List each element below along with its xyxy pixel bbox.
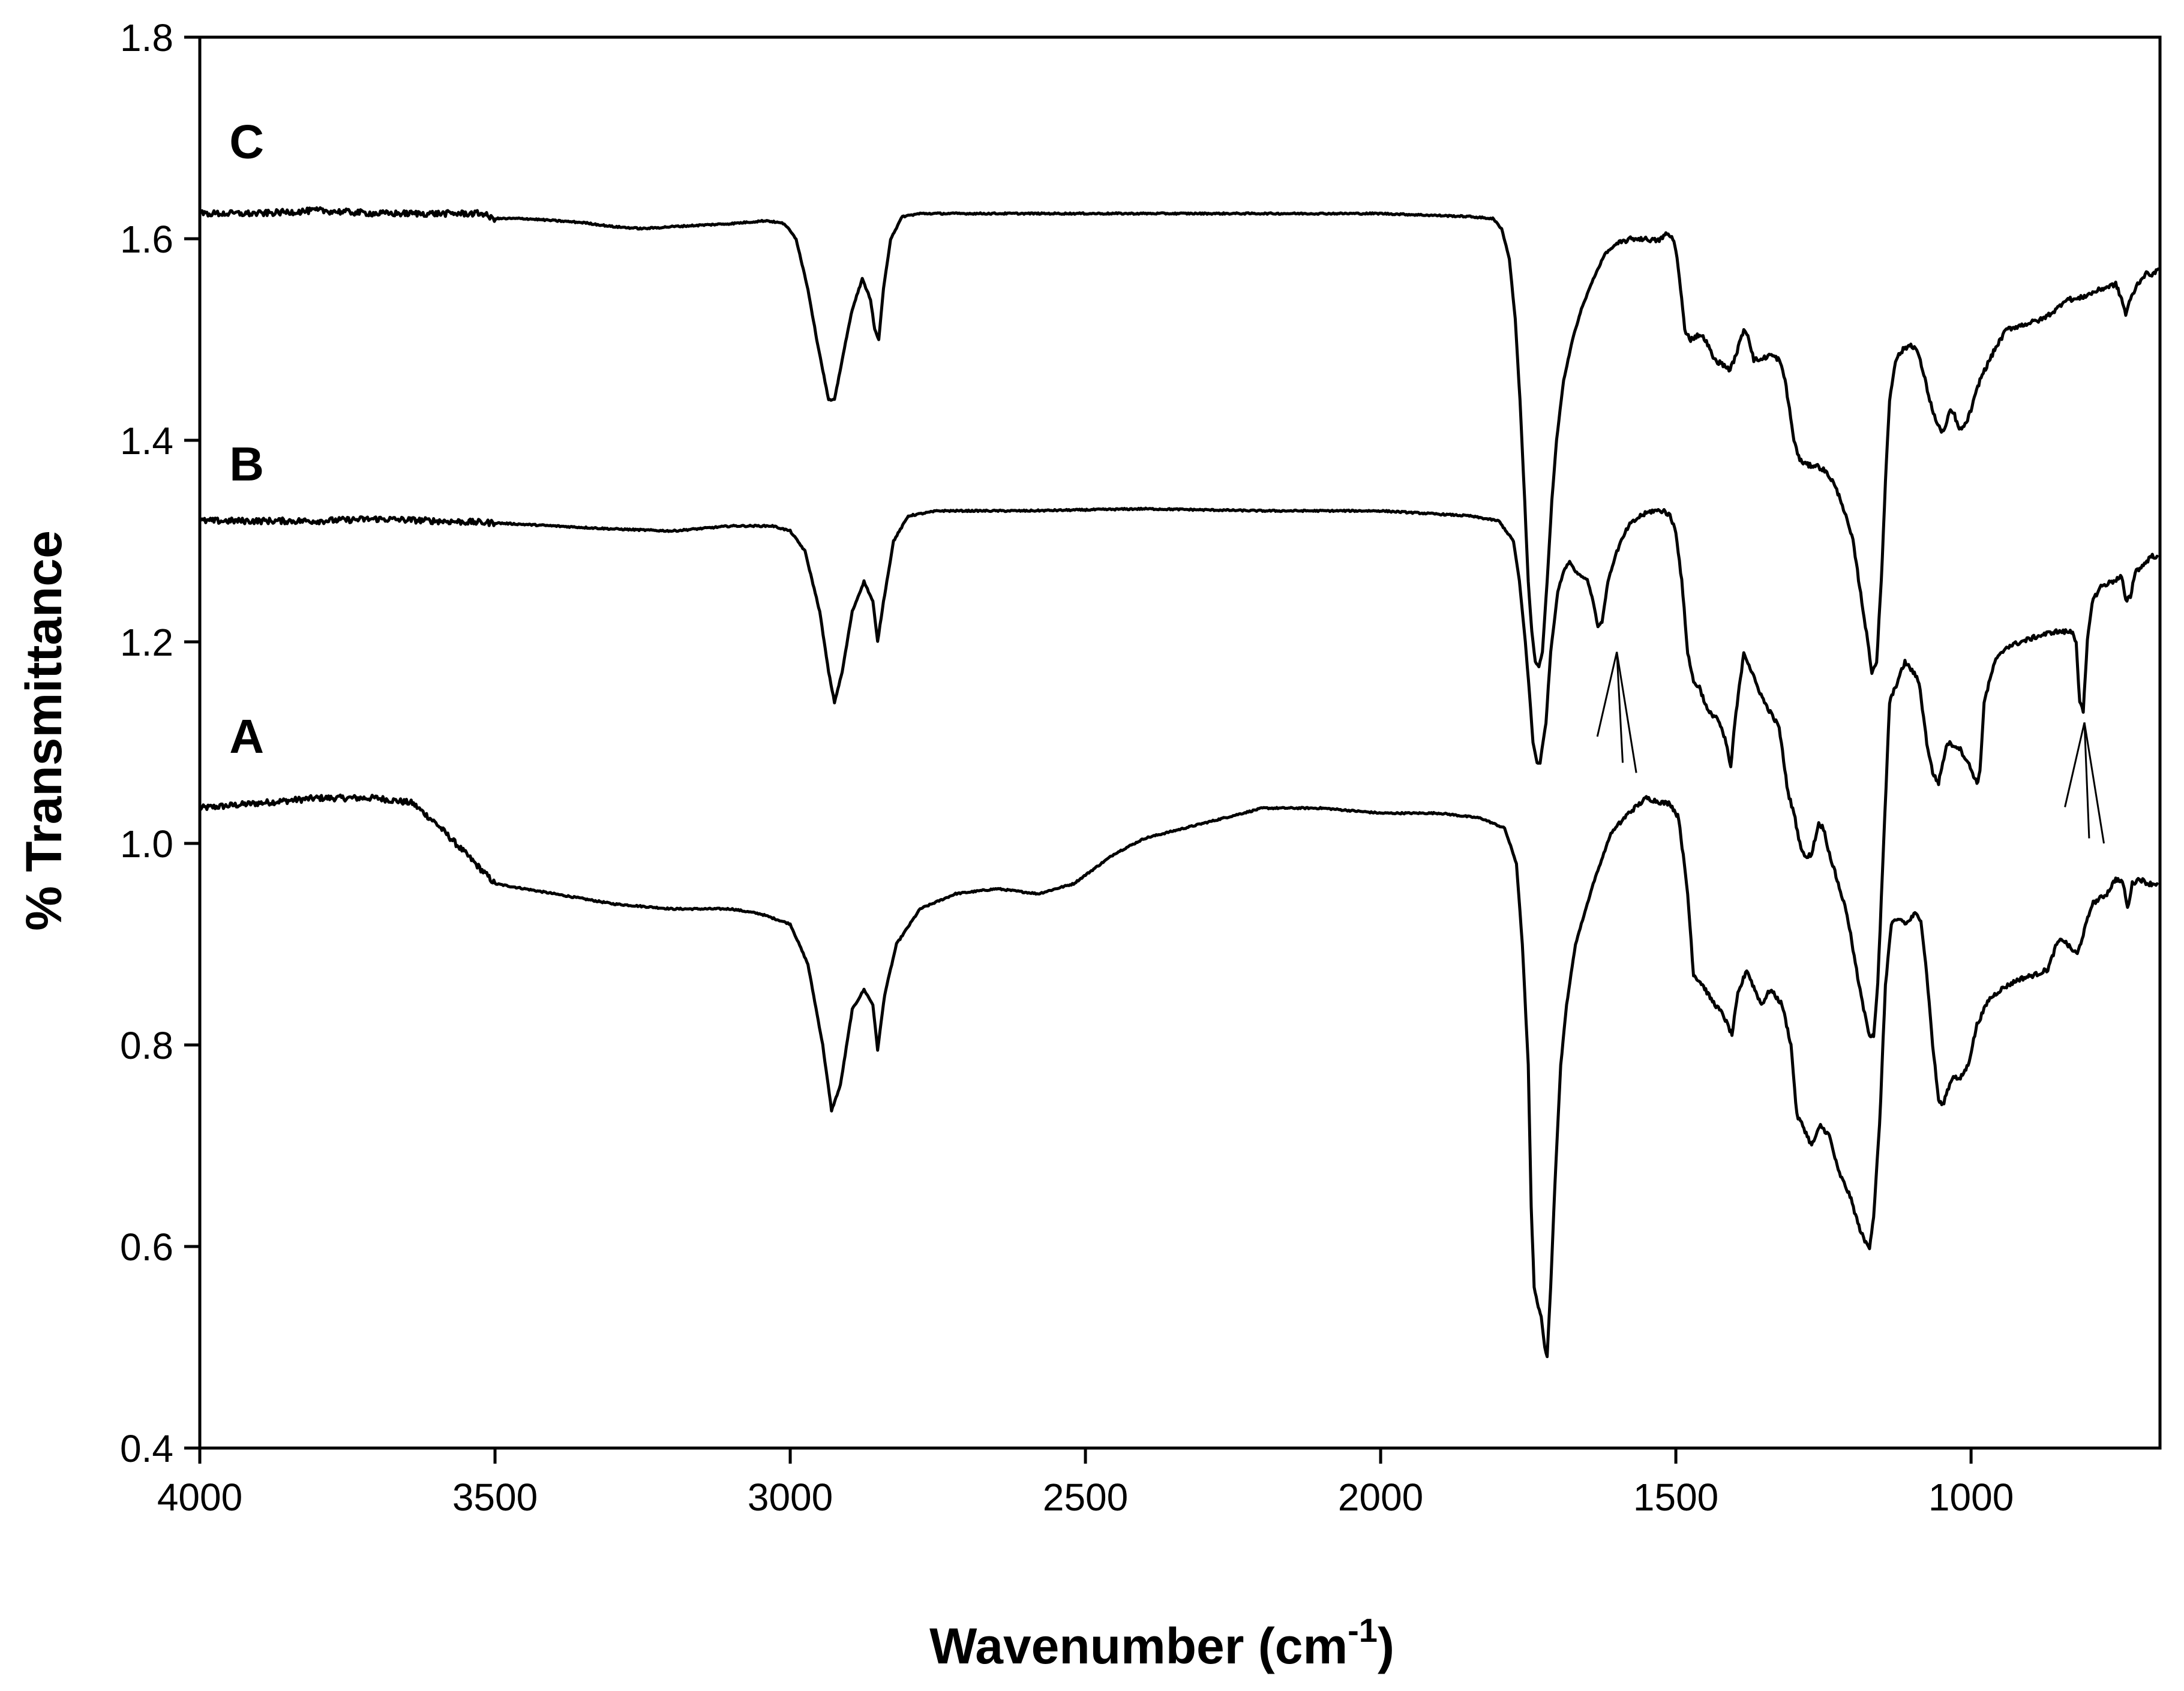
arrow-head-left: [2064, 722, 2086, 807]
x-tick-label: 2500: [1043, 1476, 1128, 1519]
y-tick-label: 1.8: [120, 16, 173, 59]
x-tick-label: 1500: [1633, 1476, 1718, 1519]
arrow-head-left: [1596, 651, 1618, 737]
x-tick-label: 4000: [157, 1476, 242, 1519]
annotation-arrow-2: [2064, 722, 2105, 844]
curve-label-C: C: [229, 115, 264, 169]
series-layer: [198, 206, 2160, 1359]
y-tick-label: 0.6: [120, 1226, 173, 1269]
x-axis-title-close: ): [1378, 1618, 1394, 1674]
plot-frame: [198, 35, 2162, 1450]
y-tick-label: 1.4: [120, 419, 173, 462]
curve-label-B: B: [229, 437, 264, 491]
x-axis-ticks: 4000 3500 3000 2500 2000 1500 1000: [157, 1448, 2014, 1519]
curve-labels: A B C: [229, 115, 264, 763]
x-tick-label: 2000: [1338, 1476, 1423, 1519]
y-tick-label: 1.2: [120, 621, 173, 664]
x-tick-label: 1000: [1928, 1476, 2014, 1519]
annotation-layer: [1596, 651, 2105, 844]
series-C-line: [198, 206, 2160, 675]
series-A-line: [198, 793, 2159, 1359]
arrow-shaft: [1616, 651, 1624, 763]
x-tick-label: 3500: [452, 1476, 538, 1519]
y-tick-label: 1.0: [120, 822, 173, 866]
series-B-line: [198, 506, 2159, 1038]
curve-label-A: A: [229, 710, 264, 763]
y-tick-label: 0.8: [120, 1024, 173, 1067]
y-axis-ticks: 0.4 0.6 0.8 1.0 1.2 1.4 1.6 1.8: [120, 16, 200, 1470]
y-tick-label: 0.4: [120, 1427, 173, 1470]
arrow-head-right: [1616, 651, 1637, 773]
x-axis-title-superscript: -1: [1348, 1611, 1378, 1649]
annotation-arrow-1: [1596, 651, 1637, 773]
x-axis-title: Wavenumber (cm-1): [929, 1611, 1394, 1674]
x-tick-label: 3000: [748, 1476, 833, 1519]
y-tick-label: 1.6: [120, 218, 173, 261]
x-axis-title-main: Wavenumber (cm: [929, 1618, 1348, 1674]
y-axis-title: % Transmittance: [16, 530, 72, 931]
arrow-head-right: [2083, 722, 2105, 844]
arrow-shaft: [2083, 722, 2090, 839]
